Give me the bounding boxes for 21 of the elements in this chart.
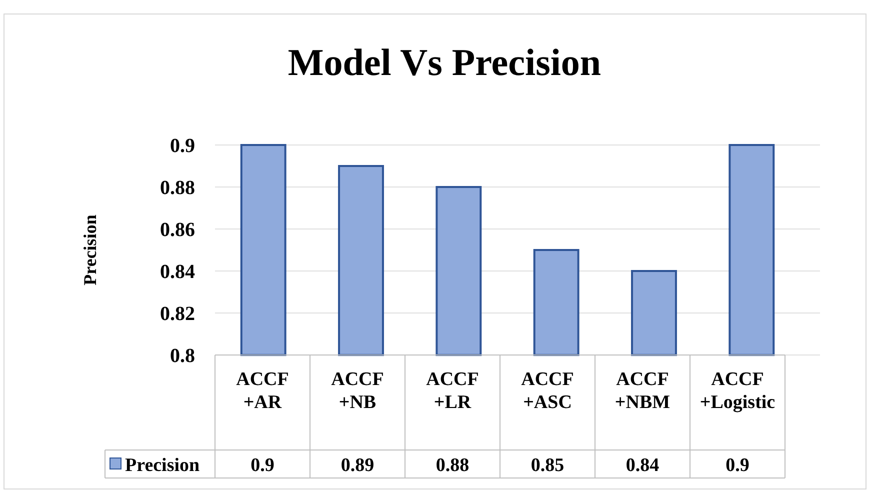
y-tick-label: 0.8 <box>170 345 195 367</box>
data-label: 0.9 <box>726 455 750 476</box>
data-label: 0.9 <box>250 455 274 476</box>
y-tick-label: 0.82 <box>160 303 195 325</box>
legend-label: Precision <box>125 455 200 476</box>
chart-title: Model Vs Precision <box>288 42 602 84</box>
y-axis-title: Precision <box>80 214 100 286</box>
x-tick-label: ACCF +AR <box>236 369 289 413</box>
y-tick-label: 0.9 <box>170 135 195 157</box>
y-tick-label: 0.84 <box>160 261 195 283</box>
x-tick-label: ACCF +ASC <box>521 369 574 413</box>
data-label: 0.85 <box>530 455 564 476</box>
x-tick-label: ACCF +LR <box>426 369 479 413</box>
data-label: 0.88 <box>436 455 470 476</box>
x-tick-label: ACCF +NB <box>331 369 384 413</box>
data-label: 0.84 <box>626 455 660 476</box>
x-tick-label: ACCF +Logistic <box>700 369 776 413</box>
x-tick-label: ACCF +NBM <box>614 369 670 413</box>
data-label: 0.89 <box>340 455 374 476</box>
y-tick-label: 0.88 <box>160 177 195 199</box>
y-tick-label: 0.86 <box>160 219 195 241</box>
